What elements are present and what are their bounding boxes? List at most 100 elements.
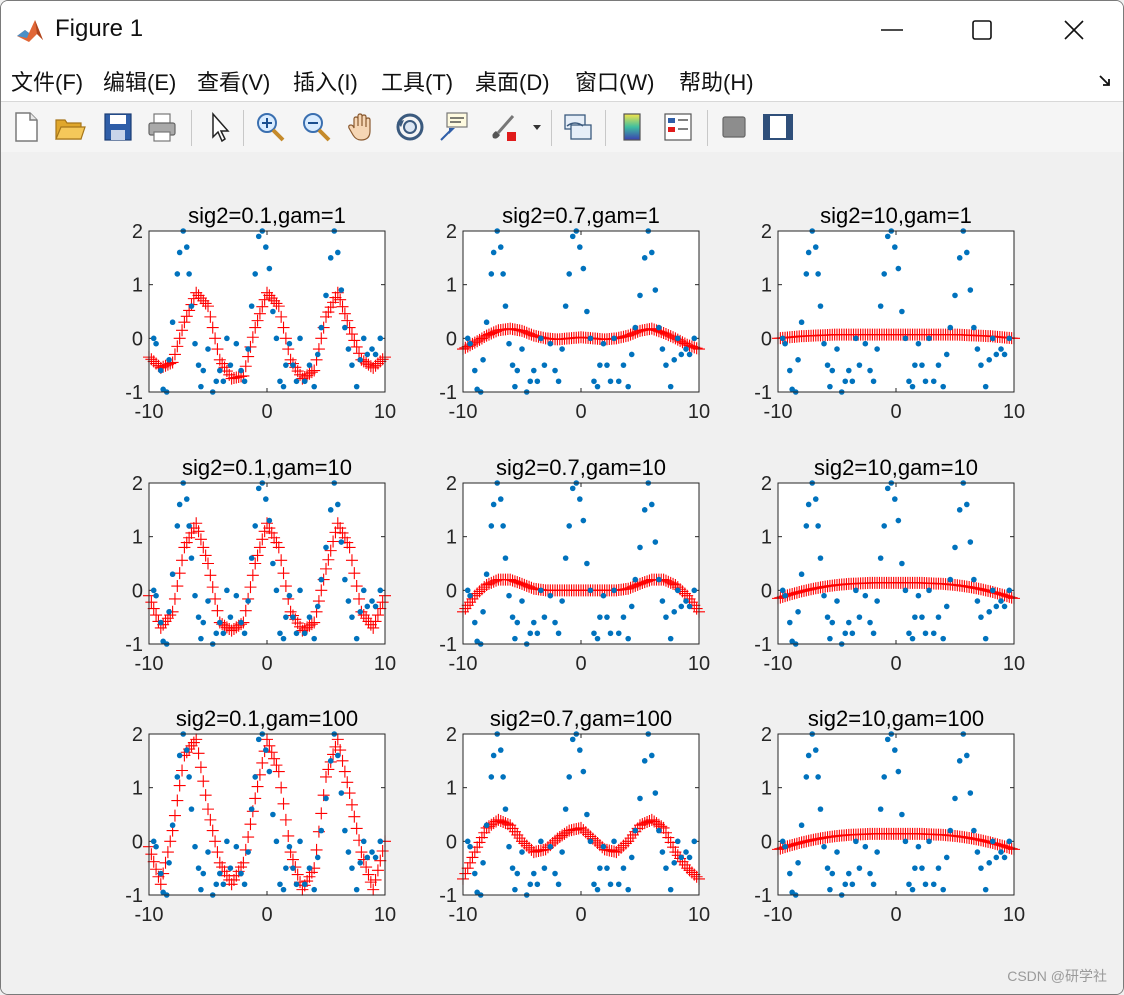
data-point — [266, 517, 273, 524]
fit-point — [336, 754, 349, 767]
fit-point — [343, 541, 356, 554]
data-point — [369, 849, 375, 855]
fit-point — [690, 342, 703, 355]
data-point — [220, 378, 227, 385]
data-point — [947, 324, 954, 331]
menu-view[interactable]: 查看(V) — [197, 70, 271, 95]
data-point — [787, 870, 793, 877]
data-point — [902, 838, 909, 845]
data-point — [874, 849, 880, 855]
fit-point — [480, 578, 493, 591]
data-point — [192, 592, 198, 599]
data-point — [335, 249, 341, 256]
fit-point — [350, 580, 363, 593]
data-point — [881, 774, 887, 780]
fit-point — [360, 612, 373, 625]
colorbar-icon[interactable] — [615, 110, 649, 144]
data-point — [821, 340, 827, 347]
data-point — [906, 378, 912, 385]
brush-icon[interactable] — [487, 110, 521, 144]
data-point — [252, 774, 258, 780]
data-point — [263, 244, 269, 250]
zoom-out-icon[interactable] — [299, 110, 333, 144]
fit-point — [993, 587, 1006, 600]
data-point — [1001, 854, 1008, 861]
data-point — [978, 362, 984, 368]
fit-point — [664, 576, 677, 589]
data-point — [512, 635, 518, 642]
data-point — [506, 592, 512, 599]
dock-arrow-icon[interactable] — [1097, 73, 1113, 89]
maximize-button[interactable] — [937, 1, 1029, 59]
brush-dropdown-icon[interactable] — [529, 110, 545, 144]
x-tick-label: 0 — [890, 904, 901, 926]
menu-help[interactable]: 帮助(H) — [679, 70, 754, 95]
legend-icon[interactable] — [661, 110, 695, 144]
data-point — [580, 517, 587, 524]
fit-point — [473, 836, 486, 849]
show-plot-tools-icon[interactable] — [761, 110, 795, 144]
data-point — [176, 752, 183, 759]
rotate-3d-icon[interactable] — [393, 110, 427, 144]
minimize-button[interactable] — [847, 1, 939, 59]
data-point — [829, 870, 836, 877]
fit-point — [482, 577, 495, 590]
data-point — [591, 378, 597, 385]
fit-point — [279, 813, 292, 826]
y-tick-label: 0 — [446, 328, 457, 350]
data-point — [198, 383, 204, 390]
data-point — [659, 346, 666, 352]
menu-desktop[interactable]: 桌面(D) — [475, 70, 550, 95]
data-point — [220, 881, 227, 888]
open-file-icon[interactable] — [53, 110, 87, 144]
fit-point — [209, 332, 222, 345]
data-point — [248, 303, 255, 309]
fit-point — [279, 580, 292, 593]
menu-file[interactable]: 文件(F) — [11, 70, 84, 95]
fit-point — [176, 554, 189, 567]
data-point — [280, 886, 287, 893]
menu-insert[interactable]: 插入(I) — [293, 70, 358, 95]
y-tick-label: 0 — [761, 580, 772, 602]
hide-plot-tools-icon[interactable] — [717, 110, 751, 144]
data-cursor-icon[interactable] — [437, 110, 471, 144]
x-tick-label: 10 — [374, 653, 396, 675]
menu-window[interactable]: 窗口(W) — [575, 70, 655, 95]
data-point — [899, 560, 905, 567]
pan-hand-icon[interactable] — [345, 110, 379, 144]
fit-point — [482, 328, 495, 341]
menu-edit[interactable]: 编辑(E) — [103, 70, 177, 95]
fit-series — [457, 573, 705, 618]
save-icon[interactable] — [101, 110, 135, 144]
data-point — [782, 592, 788, 599]
y-tick-label: 1 — [446, 527, 457, 549]
fit-point — [176, 764, 189, 777]
close-button[interactable] — [1029, 1, 1121, 59]
zoom-in-icon[interactable] — [253, 110, 287, 144]
menu-tools[interactable]: 工具(T) — [381, 70, 454, 95]
data-point — [357, 357, 364, 363]
data-point — [812, 244, 819, 250]
link-plot-icon[interactable] — [561, 110, 595, 144]
data-point — [982, 635, 989, 642]
new-figure-icon[interactable] — [9, 110, 43, 144]
fit-point — [322, 763, 335, 776]
x-tick-label: 10 — [374, 401, 396, 423]
fit-point — [173, 779, 186, 792]
fit-point — [237, 856, 250, 869]
pointer-icon[interactable] — [203, 110, 237, 144]
data-point — [217, 367, 223, 374]
fit-point — [516, 577, 528, 590]
fit-point — [641, 575, 654, 588]
fit-point — [322, 306, 335, 319]
print-icon[interactable] — [145, 110, 179, 144]
